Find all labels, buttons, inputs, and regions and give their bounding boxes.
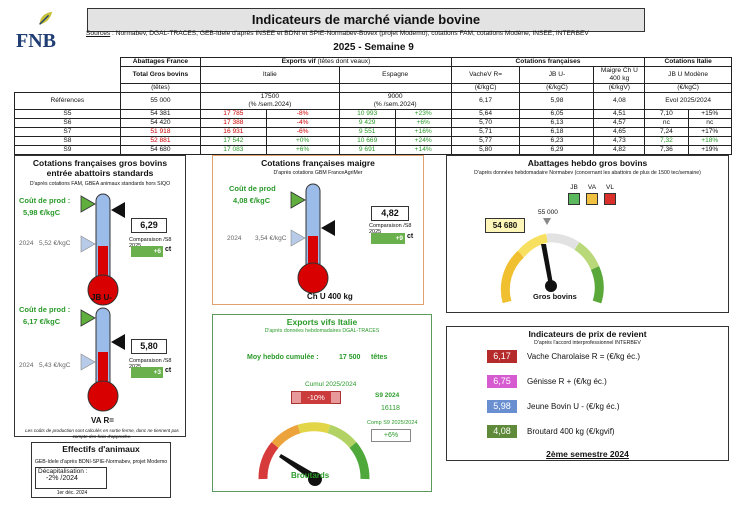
prix-label: Génisse R + (€/kg éc.) bbox=[527, 377, 607, 386]
sources-line: Sources : Normabev, DGAL-TRACES, GEB-Ide… bbox=[86, 30, 589, 37]
logo-text: FNB bbox=[16, 30, 56, 52]
panel-exports: Exports vifs Italie D'après données hebd… bbox=[212, 314, 432, 492]
panel-prix-revient: Indicateurs de prix de revient D'après l… bbox=[446, 326, 729, 461]
prix-value: 6,75 bbox=[487, 375, 517, 388]
panel-title: Cotations françaises gros bovins entrée … bbox=[19, 158, 181, 178]
gauge-exports bbox=[258, 422, 370, 486]
fnb-logo: FNB bbox=[12, 8, 72, 54]
th-cotations-fr: Cotations françaises bbox=[450, 57, 646, 67]
thermometer-maigre bbox=[290, 183, 335, 294]
panel-cotations-maigre: Cotations françaises maigre D'après cota… bbox=[212, 155, 424, 305]
thermometer-va bbox=[80, 307, 125, 412]
th-abattages: Abattages France bbox=[119, 57, 202, 67]
legend-vl bbox=[604, 193, 616, 205]
market-table: Abattages France Exports vif (têtes dont… bbox=[14, 57, 733, 155]
page-title: Indicateurs de marché viande bovine bbox=[87, 8, 645, 32]
prix-label: Vache Charolaise R = (€/kg éc.) bbox=[527, 352, 641, 361]
th-cotations-it: Cotations Italie bbox=[644, 57, 732, 67]
prix-value: 4,08 bbox=[487, 425, 517, 438]
leaf-icon bbox=[39, 11, 53, 25]
thermometer-jb bbox=[80, 193, 125, 306]
panel-cotations-gros-bovins: Cotations françaises gros bovins entrée … bbox=[14, 155, 186, 439]
gauge-abattages bbox=[500, 218, 604, 304]
prix-value: 6,17 bbox=[487, 350, 517, 363]
prix-label: Broutard 400 kg (€/kgvif) bbox=[527, 427, 615, 436]
prix-label: Jeune Bovin U - (€/kg éc.) bbox=[527, 402, 620, 411]
prix-value: 5,98 bbox=[487, 400, 517, 413]
panel-effectifs: Effectifs d'animaux GEB-Idele d'après BD… bbox=[31, 442, 171, 498]
table-row: S8 52 881 17 542 +0% 10 669 +24% 5,77 6,23 4,73 7… bbox=[14, 136, 733, 146]
table-row: S7 51 918 16 931 -6% 9 551 +16% 5,71 6,18 4,65 7,… bbox=[14, 127, 733, 137]
table-row: S5 54 381 17 785 -8% 10 993 +23% 5,64 6,05 4,51 7… bbox=[14, 109, 733, 119]
table-row-references: Références 55 000 17500 (% /sem.2024) 900… bbox=[14, 92, 732, 110]
panel-abattages: Abattages hebdo gros bovins D'après donn… bbox=[446, 155, 729, 313]
legend-jb bbox=[568, 193, 580, 205]
table-row: S6 54 420 17 388 -4% 9 429 +6% 5,70 6,13 4,57 nc n… bbox=[14, 118, 733, 128]
week-label: 2025 - Semaine 9 bbox=[333, 42, 414, 53]
legend-va bbox=[586, 193, 598, 205]
table-row: S9 54 680 17 083 +6% 9 691 +14% 5,80 6,29 4,82 7,… bbox=[14, 145, 733, 155]
